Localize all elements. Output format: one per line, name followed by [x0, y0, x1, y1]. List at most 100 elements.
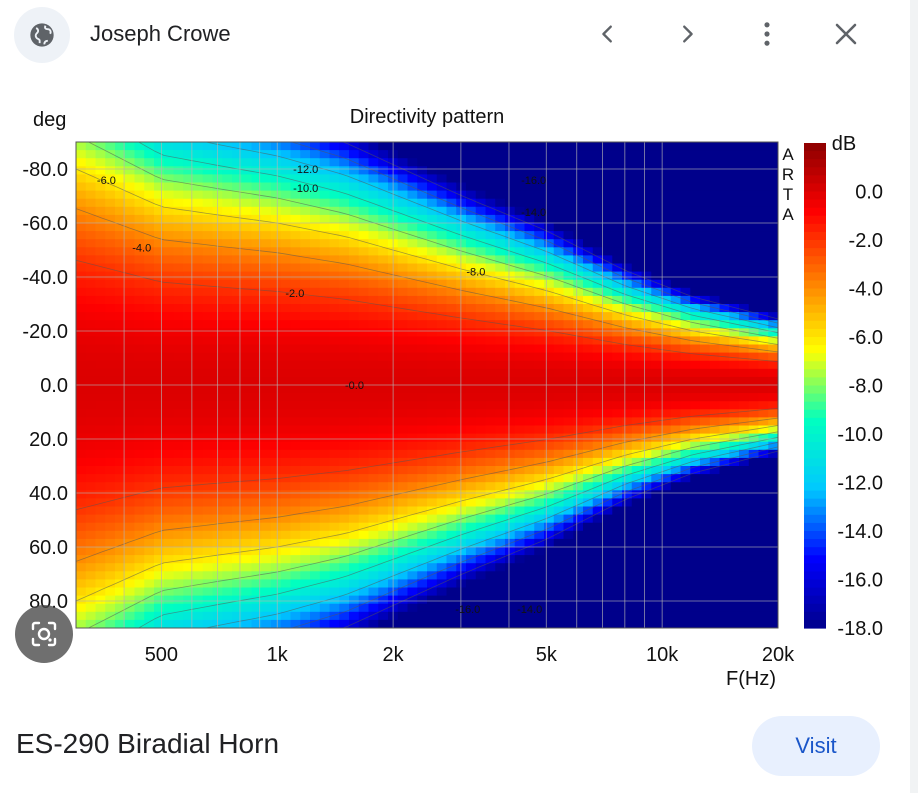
- heatmap-cell: [475, 174, 487, 184]
- heatmap-cell: [251, 482, 262, 491]
- heatmap-cell: [446, 320, 457, 329]
- heatmap-cell: [183, 271, 194, 281]
- heatmap-cell: [719, 312, 730, 321]
- heatmap-cell: [524, 142, 535, 151]
- colorbar-segment: [804, 264, 826, 273]
- heatmap-cell: [261, 393, 272, 402]
- heatmap-cell: [319, 417, 331, 427]
- heatmap-cell: [407, 393, 418, 402]
- more-options-button[interactable]: [747, 14, 787, 54]
- heatmap-cell: [222, 279, 233, 289]
- heatmap-cell: [748, 231, 760, 240]
- next-button[interactable]: [667, 14, 707, 54]
- heatmap-cell: [319, 457, 331, 467]
- heatmap-cell: [427, 579, 438, 589]
- heatmap-cell: [748, 190, 760, 200]
- heatmap-cell: [563, 587, 574, 597]
- heatmap-cell: [105, 385, 116, 394]
- heatmap-cell: [475, 603, 487, 613]
- heatmap-cell: [456, 279, 467, 289]
- heatmap-cell: [719, 271, 730, 281]
- scrollbar-track[interactable]: [910, 0, 918, 793]
- preview-image[interactable]: Directivity pattern deg F(Hz) dB -6.0 -12…: [0, 95, 908, 695]
- heatmap-cell: [261, 150, 272, 159]
- heatmap-cell: [622, 474, 633, 483]
- heatmap-cell: [290, 190, 301, 200]
- heatmap-cell: [407, 336, 418, 346]
- heatmap-cell: [485, 344, 496, 354]
- heatmap-cell: [709, 587, 721, 597]
- heatmap-cell: [505, 231, 516, 240]
- colorbar-segment: [804, 514, 826, 524]
- heatmap-cell: [534, 522, 545, 532]
- heatmap-cell: [583, 320, 594, 329]
- heatmap-cell: [329, 522, 340, 532]
- heatmap-cell: [407, 441, 418, 451]
- heatmap-cell: [115, 174, 126, 184]
- heatmap-cell: [193, 547, 204, 556]
- heatmap-cell: [758, 344, 769, 354]
- heatmap-cell: [534, 457, 545, 467]
- heatmap-cell: [124, 522, 136, 532]
- heatmap-cell: [251, 401, 262, 410]
- visit-button[interactable]: Visit: [752, 716, 880, 776]
- heatmap-cell: [475, 595, 487, 605]
- heatmap-cell: [261, 360, 272, 370]
- heatmap-cell: [163, 182, 175, 192]
- heatmap-cell: [534, 263, 545, 273]
- heatmap-cell: [397, 247, 409, 256]
- heatmap-cell: [544, 142, 555, 151]
- heatmap-cell: [154, 271, 165, 281]
- globe-icon[interactable]: [14, 7, 70, 63]
- heatmap-cell: [700, 457, 711, 467]
- heatmap-cell: [154, 457, 165, 467]
- heatmap-cell: [768, 506, 778, 516]
- heatmap-cell: [280, 206, 292, 216]
- heatmap-cell: [115, 595, 126, 605]
- heatmap-cell: [729, 174, 740, 184]
- heatmap-cell: [358, 595, 370, 605]
- heatmap-cell: [641, 376, 652, 386]
- heatmap-cell: [709, 198, 721, 208]
- heatmap-cell: [358, 579, 370, 589]
- heatmap-cell: [105, 376, 116, 386]
- heatmap-cell: [280, 239, 292, 248]
- heatmap-cell: [768, 611, 778, 621]
- image-caption[interactable]: ES-290 Biradial Horn: [16, 728, 280, 759]
- heatmap-cell: [329, 312, 340, 321]
- heatmap-cell: [661, 401, 672, 410]
- source-name[interactable]: Joseph Crowe: [90, 21, 231, 46]
- heatmap-cell: [563, 239, 574, 248]
- heatmap-cell: [76, 279, 87, 289]
- heatmap-cell: [592, 344, 604, 354]
- heatmap-cell: [154, 158, 165, 167]
- heatmap-cell: [700, 198, 711, 208]
- heatmap-cell: [329, 263, 340, 273]
- heatmap-cell: [524, 368, 535, 378]
- heatmap-cell: [290, 328, 301, 337]
- heatmap-cell: [310, 514, 321, 524]
- heatmap-cell: [456, 611, 467, 621]
- heatmap-cell: [583, 190, 594, 200]
- heatmap-cell: [573, 231, 584, 240]
- heatmap-cell: [144, 376, 155, 386]
- previous-button[interactable]: [588, 14, 628, 54]
- heatmap-cell: [612, 231, 623, 240]
- close-button[interactable]: [826, 14, 866, 54]
- heatmap-cell: [436, 385, 448, 394]
- heatmap-cell: [95, 466, 106, 475]
- heatmap-cell: [261, 376, 272, 386]
- heatmap-cell: [202, 336, 214, 346]
- heatmap-cell: [514, 312, 526, 321]
- heatmap-cell: [700, 506, 711, 516]
- lens-search-button[interactable]: [15, 605, 73, 663]
- heatmap-cell: [134, 611, 145, 621]
- heatmap-cell: [446, 611, 457, 621]
- heatmap-cell: [680, 441, 691, 451]
- heatmap-cell: [631, 328, 643, 337]
- heatmap-cell: [583, 352, 594, 362]
- heatmap-cell: [680, 530, 691, 540]
- heatmap-cell: [76, 603, 87, 613]
- heatmap-cell: [670, 263, 682, 273]
- heatmap-cell: [124, 223, 136, 232]
